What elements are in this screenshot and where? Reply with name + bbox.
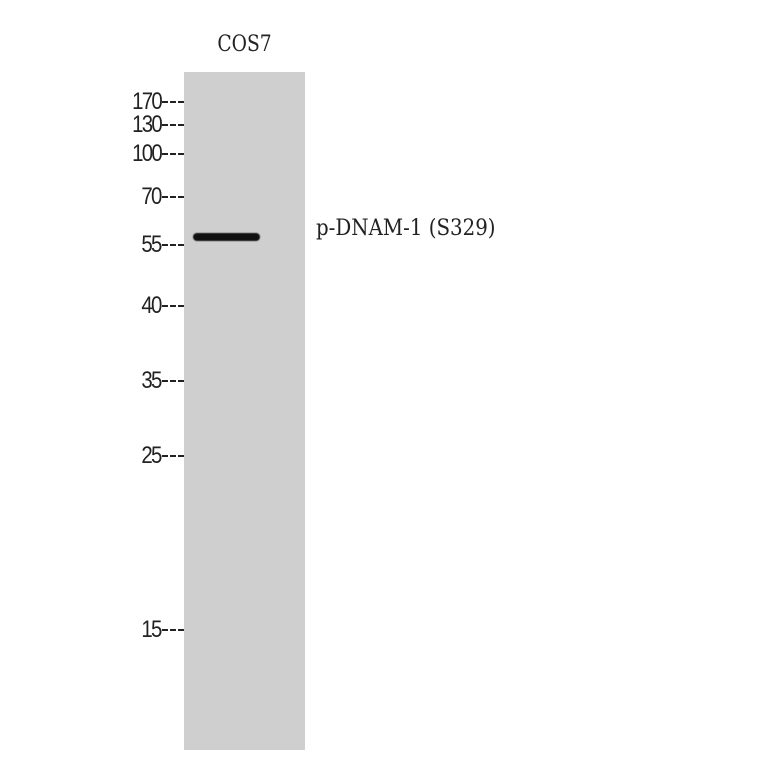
marker-label: 25 <box>141 442 163 469</box>
marker-40: 40 <box>100 292 184 319</box>
marker-label: 130 <box>132 111 163 138</box>
marker-tick <box>162 244 184 246</box>
marker-100: 100 <box>100 140 184 167</box>
marker-tick <box>162 629 184 631</box>
band-label: p-DNAM-1 (S329) <box>316 216 496 241</box>
marker-170: 170 <box>100 88 184 115</box>
marker-tick <box>162 153 184 155</box>
marker-15: 15 <box>100 616 184 643</box>
lane-label-cos7: COS7 <box>217 32 272 57</box>
marker-tick <box>162 196 184 198</box>
marker-35: 35 <box>100 367 184 394</box>
marker-label: 35 <box>141 367 163 394</box>
marker-label: 55 <box>141 231 163 258</box>
protein-band <box>193 233 260 241</box>
marker-130: 130 <box>100 111 184 138</box>
marker-tick <box>162 380 184 382</box>
marker-tick <box>162 305 184 307</box>
blot-lane <box>184 72 305 750</box>
marker-70: 70 <box>100 183 184 210</box>
marker-label: 70 <box>141 183 163 210</box>
marker-label: 100 <box>132 140 163 167</box>
marker-25: 25 <box>100 442 184 469</box>
marker-tick <box>162 455 184 457</box>
marker-label: 40 <box>141 292 163 319</box>
marker-label: 170 <box>132 88 163 115</box>
marker-tick <box>162 124 184 126</box>
marker-label: 15 <box>141 616 163 643</box>
marker-tick <box>162 101 184 103</box>
marker-55: 55 <box>100 231 184 258</box>
